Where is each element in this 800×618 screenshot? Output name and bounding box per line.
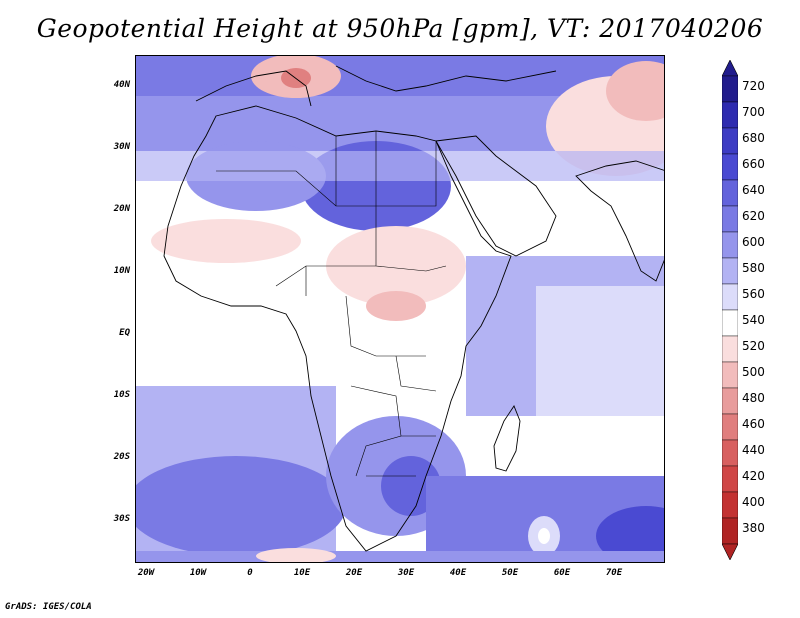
colorbar-label: 620 xyxy=(742,209,765,223)
colorbar-label: 420 xyxy=(742,469,765,483)
colorbar-swatch xyxy=(722,257,738,285)
colorbar-swatch xyxy=(722,283,738,311)
colorbar-label: 700 xyxy=(742,105,765,119)
lat-label-20s: 20S xyxy=(113,452,130,462)
colorbar-swatch xyxy=(722,517,738,545)
colorbar-swatch xyxy=(722,101,738,129)
colorbar-bottom-arrow xyxy=(722,543,738,560)
colorbar-swatch xyxy=(722,387,738,415)
lat-label-40n: 40N xyxy=(113,80,130,90)
height-field xyxy=(136,56,664,562)
colorbar-swatch xyxy=(722,413,738,441)
colorbar-swatch xyxy=(722,127,738,155)
europe-coastline xyxy=(195,65,557,107)
map-panel xyxy=(135,55,665,563)
madagascar-coastline xyxy=(493,405,521,472)
colorbar-label: 460 xyxy=(742,417,765,431)
lon-label-40e: 40E xyxy=(449,568,467,578)
colorbar-label: 540 xyxy=(742,313,765,327)
colorbar-label: 660 xyxy=(742,157,765,171)
lat-label-eq: EQ xyxy=(119,328,130,338)
colorbar-label: 380 xyxy=(742,521,765,535)
colorbar-top-arrow xyxy=(722,60,738,77)
colorbar-swatch xyxy=(722,231,738,259)
colorbar-label: 520 xyxy=(742,339,765,353)
india-coastline xyxy=(575,160,664,282)
colorbar-label: 680 xyxy=(742,131,765,145)
lon-label-10e: 10E xyxy=(293,568,311,578)
lon-label-60e: 60E xyxy=(553,568,571,578)
colorbar-swatch xyxy=(722,491,738,519)
lat-label-10n: 10N xyxy=(113,266,130,276)
colorbar xyxy=(722,60,738,560)
lat-label-20n: 20N xyxy=(113,204,130,214)
lon-label-10w: 10W xyxy=(189,568,207,578)
lat-label-10s: 10S xyxy=(113,390,130,400)
arabia-coastline xyxy=(435,135,557,257)
colorbar-swatch xyxy=(722,335,738,363)
colorbar-swatch xyxy=(722,361,738,389)
colorbar-label: 640 xyxy=(742,183,765,197)
country-borders xyxy=(216,131,447,477)
colorbar-swatch xyxy=(722,309,738,337)
colorbar-label: 500 xyxy=(742,365,765,379)
lon-label-20e: 20E xyxy=(345,568,363,578)
colorbar-label: 480 xyxy=(742,391,765,405)
colorbar-swatch xyxy=(722,465,738,493)
lat-label-30s: 30S xyxy=(113,514,130,524)
colorbar-label: 440 xyxy=(742,443,765,457)
colorbar-label: 720 xyxy=(742,79,765,93)
colorbar-label: 560 xyxy=(742,287,765,301)
lon-label-0: 0 xyxy=(247,568,253,578)
africa-coastline xyxy=(163,105,512,552)
chart-title: Geopotential Height at 950hPa [gpm], VT:… xyxy=(36,14,764,43)
field-sahel-low xyxy=(151,219,301,263)
lat-label-30n: 30N xyxy=(113,142,130,152)
colorbar-swatch xyxy=(722,75,738,103)
lon-label-70e: 70E xyxy=(605,568,623,578)
lon-label-50e: 50E xyxy=(501,568,519,578)
colorbar-label: 600 xyxy=(742,235,765,249)
lon-label-30e: 30E xyxy=(397,568,415,578)
colorbar-swatch xyxy=(722,439,738,467)
colorbar-swatch xyxy=(722,153,738,181)
colorbar-label: 400 xyxy=(742,495,765,509)
colorbar-label: 580 xyxy=(742,261,765,275)
colorbar-swatch xyxy=(722,179,738,207)
lon-label-20w: 20W xyxy=(137,568,155,578)
grads-credit: GrADS: IGES/COLA xyxy=(5,602,92,612)
colorbar-swatch xyxy=(722,205,738,233)
